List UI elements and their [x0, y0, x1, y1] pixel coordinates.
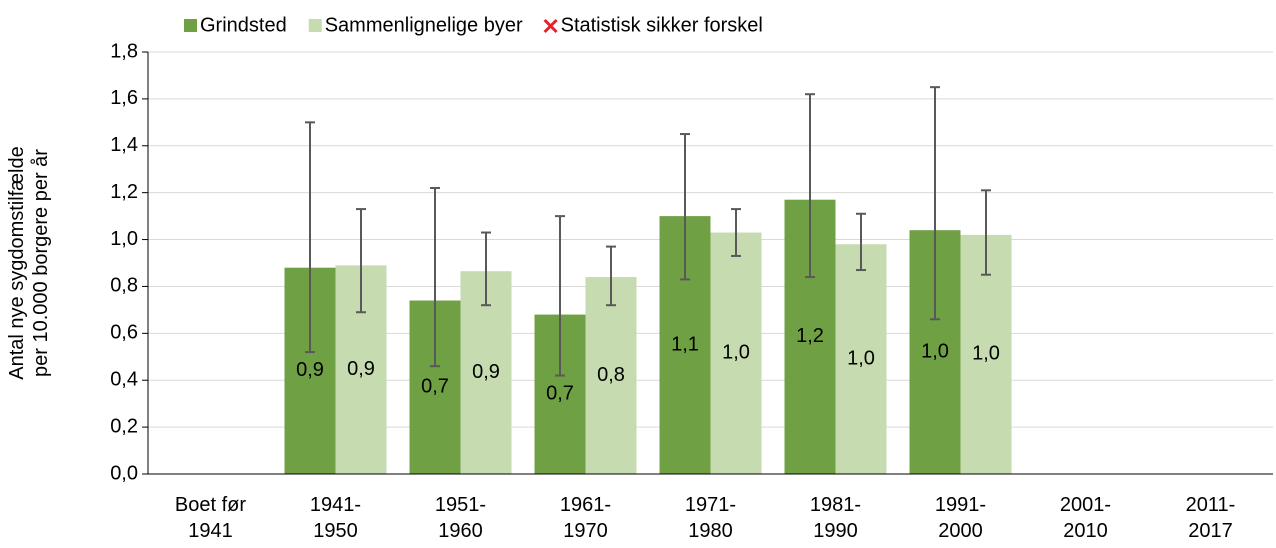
x-tick-label-line: Boet før [175, 494, 246, 516]
data-label: 1,1 [671, 333, 699, 355]
x-tick-label-line: 1960 [438, 520, 483, 542]
x-tick-label: 1991- 2000 [935, 494, 986, 542]
y-axis-label-line: Antal nye sygdomstilfælde [6, 146, 28, 379]
y-tick-label: 0,6 [110, 322, 138, 344]
y-tick-label: 0,8 [110, 275, 138, 297]
y-tick-label: 0,4 [110, 369, 138, 391]
legend-marker [543, 18, 558, 34]
y-tick-label: 1,2 [110, 181, 138, 203]
legend-label: Grindsted [200, 14, 287, 36]
y-axis-label-line: per 10.000 borgere per år [30, 149, 52, 377]
x-tick-label-line: 1941 [188, 520, 233, 542]
x-tick-label-line: 1961- [560, 494, 611, 516]
data-label: 1,0 [847, 347, 875, 369]
x-tick-label-line: 2000 [938, 520, 983, 542]
data-label: 1,2 [796, 325, 824, 347]
y-tick-label: 1,4 [110, 134, 138, 156]
x-tick-label: 1981- 1990 [810, 494, 861, 542]
x-tick-label-line: 2011- [1186, 494, 1236, 516]
x-tick-label-line: 1990 [813, 520, 858, 542]
y-tick-label: 0,2 [110, 415, 138, 437]
x-tick-label-line: 1951- [435, 494, 486, 516]
x-tick-label-line: 1980 [688, 520, 733, 542]
x-tick-label-line: 1941- [310, 494, 361, 516]
x-tick-label: 1971- 1980 [685, 494, 736, 542]
y-axis-label: Antal nye sygdomstilfælde per 10.000 borg… [6, 146, 52, 379]
x-tick-label: 1961- 1970 [560, 494, 611, 542]
x-tick-label-line: 1981- [810, 494, 861, 516]
data-label: 0,9 [296, 359, 324, 381]
x-tick-label-line: 1971- [685, 494, 736, 516]
y-tick-label: 1,6 [110, 87, 138, 109]
bar [710, 232, 762, 474]
data-label: 0,8 [597, 364, 625, 386]
x-tick-label: Boet før 1941 [175, 494, 246, 542]
y-tick-label: 1,0 [110, 228, 138, 250]
x-tick-label-line: 2010 [1063, 520, 1108, 542]
legend-swatch [184, 19, 197, 32]
bar [585, 277, 637, 474]
bar [835, 244, 887, 474]
x-tick-label-line: 2017 [1188, 520, 1233, 542]
data-label: 0,7 [421, 376, 449, 398]
x-tick-label-line: 1970 [563, 520, 608, 542]
x-tick-label-line: 1991- [935, 494, 986, 516]
x-tick-label: 2001- 2010 [1060, 494, 1111, 542]
x-tick-label-line: 2001- [1060, 494, 1111, 516]
x-tick-label: 1951- 1960 [435, 494, 486, 542]
y-tick-label: 1,8 [110, 40, 138, 62]
legend-label: Statistisk sikker forskel [561, 14, 763, 36]
legend-swatch [308, 19, 322, 32]
legend-label: Sammenlignelige byer [325, 14, 523, 36]
data-label: 0,9 [347, 358, 375, 380]
data-label: 1,0 [722, 342, 750, 364]
data-label: 1,0 [972, 343, 1000, 365]
data-label: 0,9 [472, 361, 500, 383]
x-tick-label: 1941- 1950 [310, 494, 361, 542]
x-tick-label: 2011- 2017 [1186, 494, 1236, 542]
y-tick-label: 0,0 [110, 462, 138, 484]
x-tick-label-line: 1950 [313, 520, 358, 542]
data-label: 1,0 [921, 340, 949, 362]
data-label: 0,7 [546, 383, 574, 405]
